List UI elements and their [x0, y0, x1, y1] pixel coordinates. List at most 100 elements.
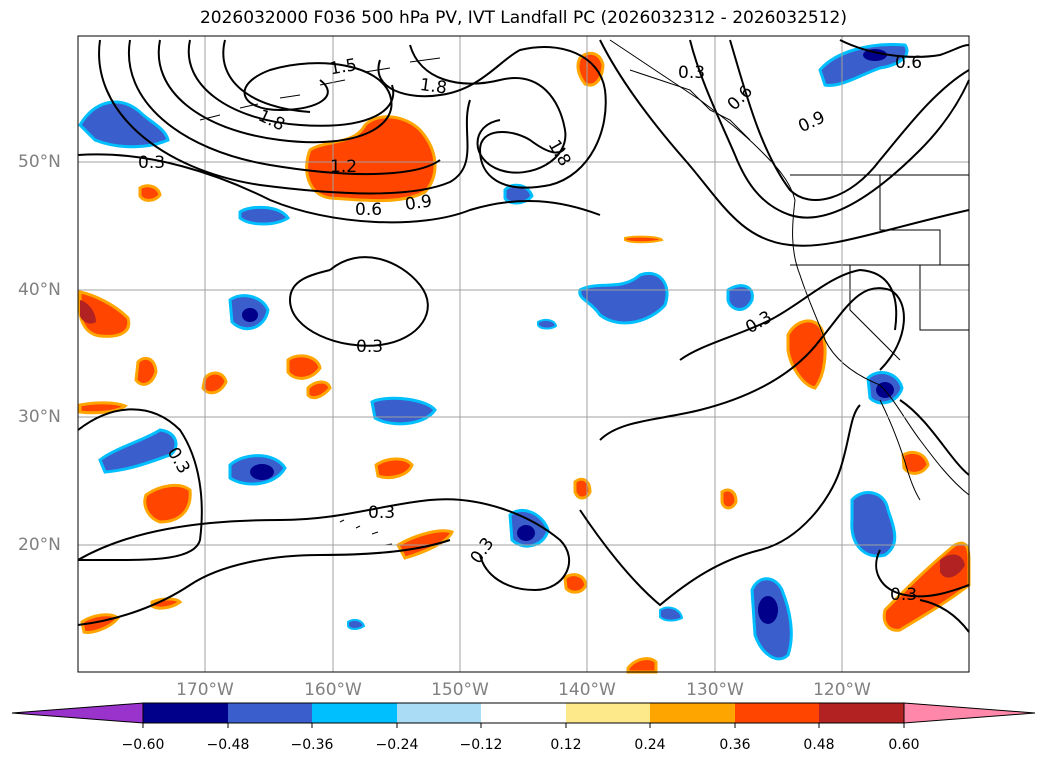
- contour-label: 0.9: [404, 191, 434, 215]
- pos-blob-7: [286, 354, 322, 380]
- contour-4: [127, 39, 441, 176]
- pv-contours: [77, 39, 970, 633]
- contour-label: 0.3: [138, 153, 165, 173]
- hawaii-islands: [339, 519, 393, 546]
- colorbar-tick-label: 0.48: [803, 737, 835, 753]
- contour-22: [919, 599, 970, 633]
- contour-label: 0.3: [356, 337, 383, 357]
- neg-blob-1: [78, 100, 170, 149]
- contour-7: [377, 45, 607, 189]
- lon-label-140w: 140°W: [558, 680, 616, 700]
- neg-core-5: [250, 464, 274, 480]
- lon-label-150w: 150°W: [431, 680, 489, 700]
- contour-6: [409, 44, 567, 174]
- contour-17: [77, 498, 571, 592]
- colorbar-bin-9: [819, 703, 904, 723]
- lon-label-160w: 160°W: [304, 680, 362, 700]
- colorbar-tick-label: −0.12: [459, 737, 503, 753]
- pos-blob-1: [305, 115, 437, 203]
- state-line-2: [849, 265, 901, 361]
- neg-blob-2: [238, 205, 291, 226]
- contour-5: [98, 39, 471, 195]
- colorbar-bin-8: [735, 703, 819, 723]
- pos-blob-8: [306, 380, 332, 400]
- colorbar-bin-1: [143, 703, 228, 723]
- pos-blob-11: [374, 457, 414, 480]
- neg-blob-12: [850, 491, 897, 558]
- neg-blob-9: [726, 284, 754, 311]
- pos-blob-22: [626, 657, 658, 674]
- colorbar-tick-label: 0.12: [550, 737, 582, 753]
- pos-blob-12: [573, 477, 592, 500]
- contour-label: 0.3: [368, 503, 395, 523]
- contour-20: [875, 549, 970, 598]
- colorbar-tick-label: −0.60: [121, 737, 165, 753]
- pos-blob-6: [201, 371, 228, 395]
- pos-blob-10: [143, 483, 192, 524]
- pos-blob-3: [78, 290, 131, 338]
- state-line-3: [919, 265, 969, 331]
- lat-label-20: 20°N: [18, 535, 61, 555]
- state-line-4: [879, 175, 941, 265]
- colorbar-tick-label: −0.36: [290, 737, 334, 753]
- coastlines: [199, 39, 970, 546]
- contour-15: [599, 287, 905, 441]
- pos-blob-2: [576, 51, 605, 87]
- neg-core-7: [517, 525, 535, 541]
- colorbar-tick-label: −0.24: [375, 737, 419, 753]
- pos-blob-17: [901, 451, 930, 475]
- contour-label: 0.6: [355, 200, 382, 220]
- pos-blob-5: [134, 356, 158, 386]
- contour-label: 1.8: [419, 75, 449, 99]
- colorbar-extend-low: [11, 702, 144, 724]
- colorbar-bin-6: [566, 703, 650, 723]
- colorbar-frame: [142, 702, 905, 724]
- colorbar-tick-marks: [142, 723, 905, 728]
- pos-blob-9: [78, 401, 128, 415]
- lat-label-40: 40°N: [18, 280, 61, 300]
- figure-title: 2026032000 F036 500 hPa PV, IVT Landfall…: [199, 8, 847, 28]
- neg-core-14: [758, 596, 778, 624]
- contour-19: [579, 404, 861, 607]
- contour-16: [679, 268, 898, 361]
- colorbar-bin-2: [228, 703, 312, 723]
- contour-label: 0.3: [678, 63, 705, 83]
- pos-blob-4: [80, 300, 96, 324]
- lat-label-30: 30°N: [18, 407, 61, 427]
- contour-label: 0.6: [895, 53, 922, 73]
- neg-core-11: [863, 49, 887, 61]
- lon-label-120w: 120°W: [813, 680, 871, 700]
- contour-9: [599, 39, 970, 247]
- positive-anomaly-shading: [78, 51, 971, 674]
- colorbar-bin-4: [397, 703, 481, 723]
- pos-blob-14: [563, 573, 588, 594]
- alaska-panhandle: [629, 69, 751, 141]
- colorbar-tick-label: −0.48: [206, 737, 250, 753]
- colorbar-tick-label: 0.36: [719, 737, 751, 753]
- lon-label-170w: 170°W: [176, 680, 234, 700]
- pos-blob-19: [940, 554, 965, 578]
- lat-label-50: 50°N: [18, 152, 61, 172]
- map-panel: 1.5 1.8 1.8 1.8 1.2 0.6 0.9 0.3 0.3 0.3 …: [77, 35, 971, 674]
- contour-11: [729, 39, 970, 201]
- colorbar-bin-7: [650, 703, 735, 723]
- neg-core-3: [242, 308, 258, 322]
- pos-blob-15: [720, 488, 738, 510]
- lon-label-130w: 130°W: [686, 680, 744, 700]
- contour-10: [689, 39, 970, 219]
- neg-blob-15: [537, 318, 558, 330]
- colorbar-bin-5: [481, 703, 566, 723]
- contour-label: 0.3: [890, 585, 917, 605]
- colorbar-extend-high: [903, 702, 1036, 724]
- neg-blob-16: [659, 606, 684, 622]
- neg-blob-6: [98, 428, 178, 474]
- map-border: [77, 35, 970, 673]
- contour-label: 1.5: [328, 55, 358, 79]
- neg-blob-17: [347, 618, 366, 630]
- north-america-coast: [609, 39, 970, 496]
- contour-2: [187, 39, 395, 127]
- colorbar: [11, 702, 1036, 728]
- contour-8: [77, 153, 601, 224]
- colorbar-bin-3: [312, 703, 397, 723]
